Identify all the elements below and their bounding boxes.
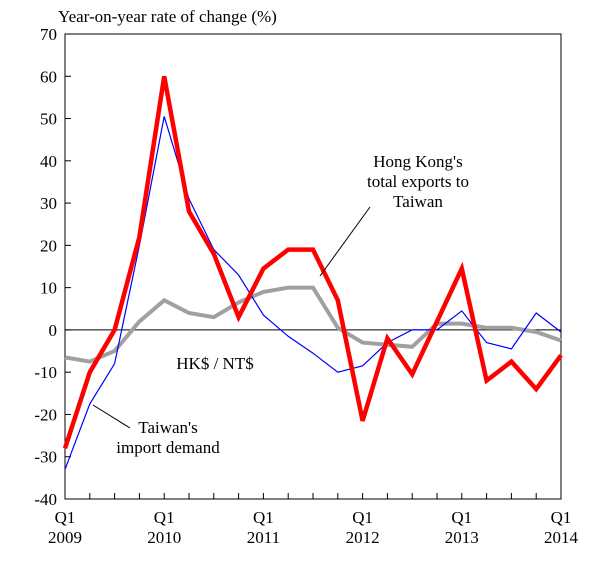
y-tick-label: 20 — [40, 236, 57, 255]
x-tick-label: Q1 2013 — [445, 508, 479, 547]
leader-line — [319, 206, 371, 277]
series-annotation: HK$ / NT$ — [176, 354, 253, 373]
series-line — [64, 116, 562, 470]
y-tick-label: -30 — [34, 448, 57, 467]
y-axis-label: Year-on-year rate of change (%) — [58, 7, 277, 26]
y-tick-label: 50 — [40, 110, 57, 129]
y-tick-label: 40 — [40, 152, 57, 171]
y-tick-label: 60 — [40, 67, 57, 86]
series-line — [64, 285, 562, 364]
y-tick-label: -20 — [34, 405, 57, 424]
leader-line — [92, 404, 131, 429]
x-tick-label: Q1 2014 — [544, 508, 579, 547]
y-tick-label: 70 — [40, 25, 57, 44]
x-tick-label: Q1 2012 — [346, 508, 380, 547]
x-tick-label: Q1 2009 — [48, 508, 82, 547]
y-tick-label: 10 — [40, 279, 57, 298]
series-annotation: Hong Kong's total exports to Taiwan — [367, 152, 469, 211]
x-tick-label: Q1 2011 — [247, 508, 280, 547]
y-tick-label: -10 — [34, 363, 57, 382]
series-annotation: Taiwan's import demand — [116, 418, 220, 457]
y-tick-label: 30 — [40, 194, 57, 213]
x-tick-label: Q1 2010 — [147, 508, 181, 547]
y-tick-label: 0 — [49, 321, 58, 340]
series-line — [62, 75, 563, 449]
y-tick-label: -40 — [34, 490, 57, 509]
